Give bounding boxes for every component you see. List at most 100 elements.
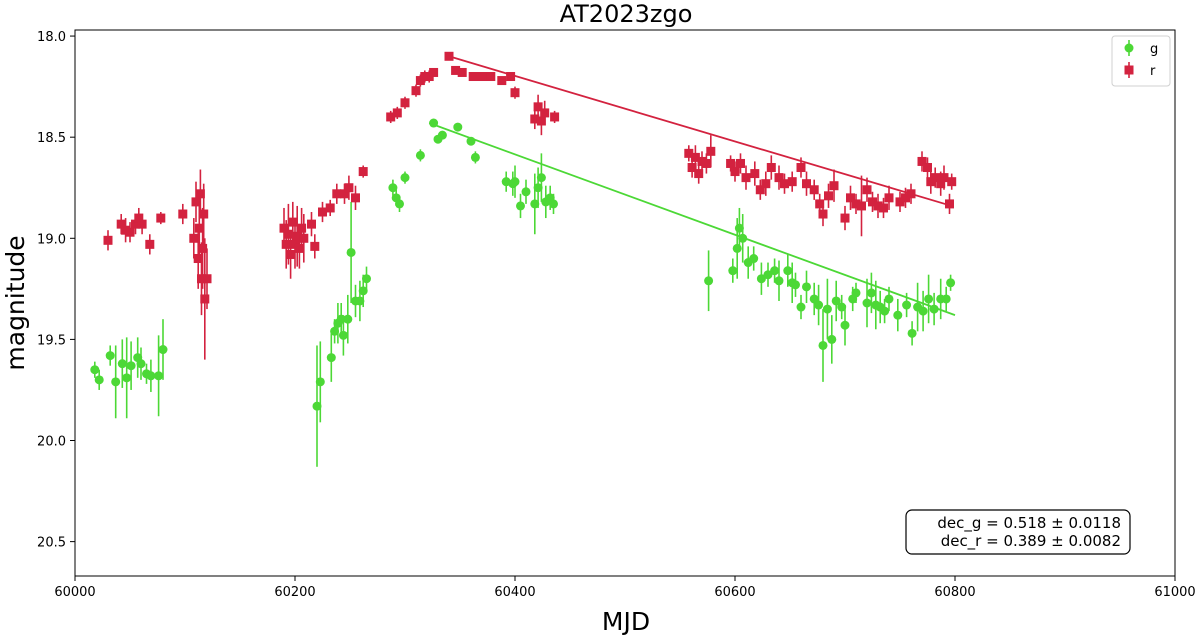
data-point-g [902,300,912,310]
data-point-r [750,169,760,179]
plot-marks [90,51,957,467]
data-point-r [318,207,327,217]
data-point-r [344,183,354,193]
data-point-g [126,361,136,371]
data-point-r [288,217,298,227]
data-point-g [774,276,784,286]
data-point-r [198,243,208,253]
data-point-g [415,150,425,160]
data-point-g [470,152,480,162]
data-point-g [918,306,928,316]
data-point-g [530,199,540,209]
data-point-r [851,199,861,209]
data-point-r [730,167,740,177]
data-point-r [726,158,736,168]
x-tick-label: 60400 [494,585,535,600]
data-point-r [540,108,550,118]
y-tick-label: 20.5 [37,536,66,551]
data-point-g [388,183,398,193]
data-point-r [297,223,307,233]
data-point-r [468,72,478,82]
data-point-r [787,177,797,187]
data-point-g [756,274,766,284]
data-point-r [824,191,833,201]
data-point-g [105,351,115,361]
data-point-r [895,197,905,207]
x-tick-label: 61000 [1154,585,1195,600]
data-point-r [884,193,894,203]
data-point-g [704,276,714,286]
data-point-r [939,173,949,183]
data-point-r [199,209,209,219]
data-point-g [880,306,890,316]
data-point-r [332,189,342,199]
data-point-r [809,185,819,195]
data-point-g [907,328,917,338]
data-point-r [873,201,883,211]
data-point-g [831,296,841,306]
data-point-r [930,173,940,183]
data-point-r [299,233,309,243]
data-point-r [400,98,410,108]
data-point-g [749,254,759,264]
fit-line-g [428,122,956,316]
y-tick-label: 19.5 [37,333,66,348]
data-point-g [840,320,850,330]
data-point-g [941,294,951,304]
data-point-r [774,173,784,183]
data-point-g [862,298,872,308]
data-point-r [178,209,188,219]
data-point-r [125,227,135,237]
data-point-r [294,243,304,253]
data-point-r [741,173,751,183]
legend: gr [1111,35,1171,87]
data-point-g [822,304,832,314]
y-tick-label: 19.0 [37,232,66,247]
data-point-r [766,163,776,173]
data-point-g [400,173,410,183]
data-point-r [923,163,932,173]
data-point-g [796,302,806,312]
data-point-r [506,72,516,82]
data-point-r [510,88,520,98]
data-point-r [103,235,113,245]
y-axis-label: magnitude [1,235,30,370]
data-point-g [437,130,447,140]
data-point-g [763,270,773,280]
legend-label-g: g [1150,42,1158,57]
data-point-r [706,146,716,156]
data-point-r [283,229,293,239]
data-point-r [840,213,850,223]
data-point-g [734,223,744,233]
data-point-r [947,177,957,187]
series-g [90,118,956,467]
data-point-r [279,223,289,233]
y-axis: 18.0 18.5 19.0 19.5 20.0 20.5 [37,30,75,551]
data-point-r [761,179,771,189]
data-point-r [901,193,910,203]
annotation-box [905,509,1131,555]
data-point-r [193,254,203,264]
data-point-g [312,401,322,411]
plot-frame [74,29,1176,577]
data-point-r [530,114,540,124]
data-point-r [755,185,765,195]
data-point-r [818,209,828,219]
data-point-r [392,108,402,118]
data-point-g [146,371,156,381]
legend-box [1111,35,1171,87]
data-point-g [355,296,365,306]
x-tick-label: 60000 [54,585,95,600]
data-point-r [137,219,147,229]
data-point-r [195,189,205,199]
data-point-g [946,278,956,288]
data-point-r [351,193,360,203]
data-point-r [194,223,204,233]
data-point-g [158,345,168,355]
data-point-r [694,169,704,179]
data-point-g [536,173,546,183]
data-point-r [857,201,866,211]
data-point-r [879,203,888,213]
x-tick-label: 60200 [274,585,315,600]
